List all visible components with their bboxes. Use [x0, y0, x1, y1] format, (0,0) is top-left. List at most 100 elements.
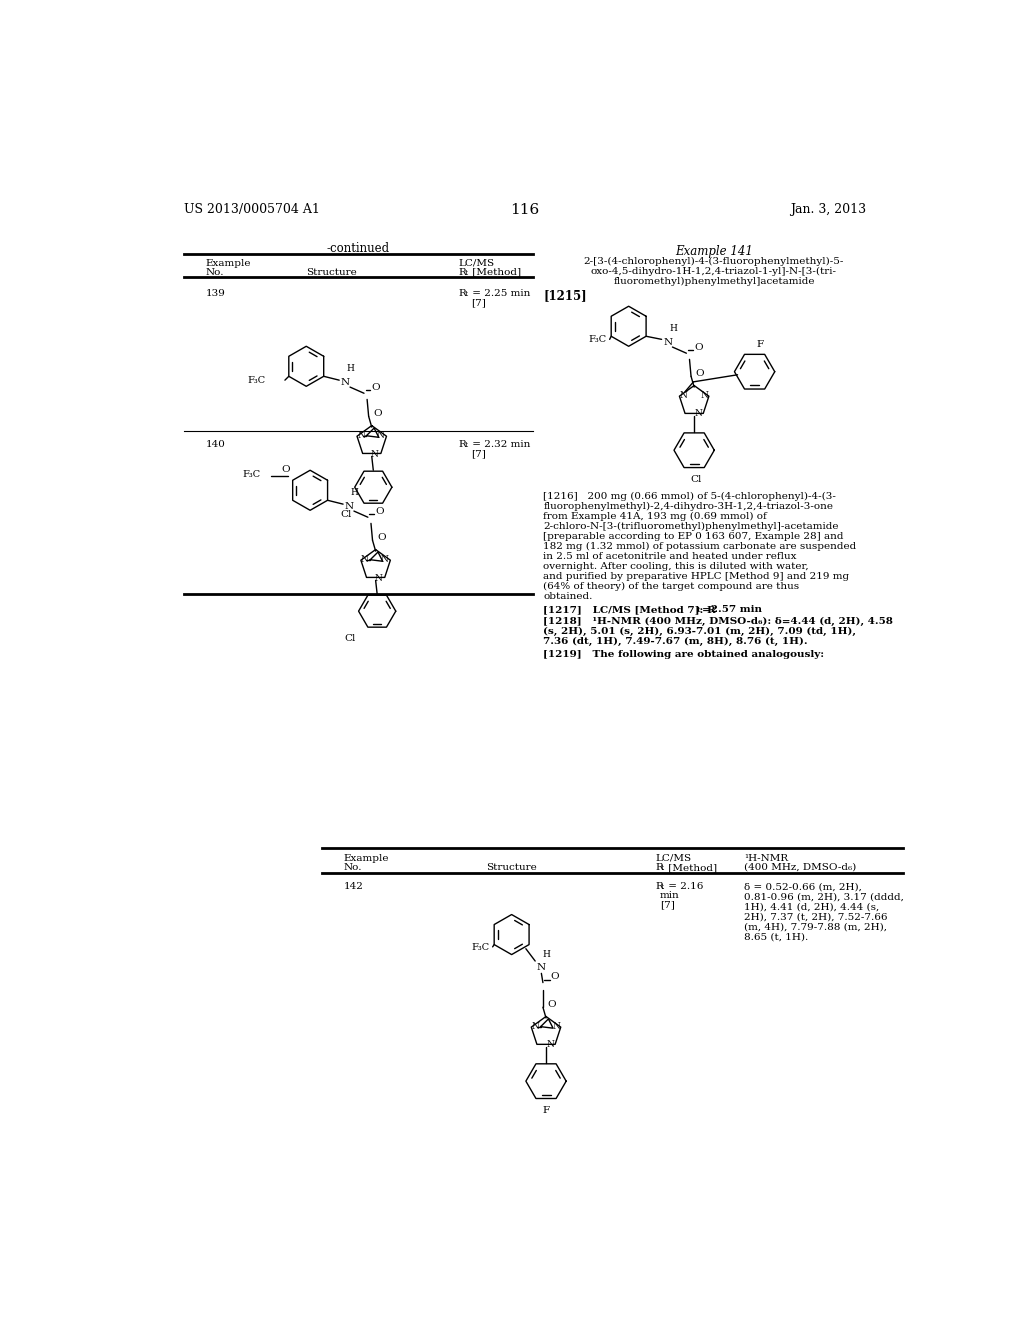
Text: oxo-4,5-dihydro-1H-1,2,4-triazol-1-yl]-N-[3-(tri-: oxo-4,5-dihydro-1H-1,2,4-triazol-1-yl]-N…: [591, 267, 837, 276]
Text: US 2013/0005704 A1: US 2013/0005704 A1: [183, 203, 319, 216]
Text: Example: Example: [206, 259, 251, 268]
Text: F₃C: F₃C: [589, 335, 606, 343]
Text: 139: 139: [206, 289, 225, 298]
Text: N: N: [531, 1022, 540, 1031]
Text: [preparable according to EP 0 163 607, Example 28] and: [preparable according to EP 0 163 607, E…: [544, 532, 844, 541]
Text: F₃C: F₃C: [248, 376, 265, 384]
Text: R: R: [459, 268, 467, 277]
Text: t: t: [662, 883, 665, 891]
Text: No.: No.: [343, 863, 361, 873]
Text: = 2.16: = 2.16: [665, 882, 703, 891]
Text: from Example 41A, 193 mg (0.69 mmol) of: from Example 41A, 193 mg (0.69 mmol) of: [544, 512, 767, 521]
Text: N: N: [553, 1022, 561, 1031]
Text: (s, 2H), 5.01 (s, 2H), 6.93-7.01 (m, 2H), 7.09 (td, 1H),: (s, 2H), 5.01 (s, 2H), 6.93-7.01 (m, 2H)…: [544, 627, 856, 636]
Text: O: O: [374, 409, 382, 418]
Text: t: t: [697, 606, 700, 614]
Text: Cl: Cl: [344, 635, 355, 643]
Text: 0.81-0.96 (m, 2H), 3.17 (dddd,: 0.81-0.96 (m, 2H), 3.17 (dddd,: [744, 892, 904, 902]
Text: [7]: [7]: [659, 900, 675, 909]
Text: = 2.25 min: = 2.25 min: [469, 289, 530, 298]
Text: [1218]   ¹H-NMR (400 MHz, DMSO-d₆): δ=4.44 (d, 2H), 4.58: [1218] ¹H-NMR (400 MHz, DMSO-d₆): δ=4.44…: [544, 616, 893, 626]
Text: O: O: [376, 507, 384, 516]
Text: 1H), 4.41 (d, 2H), 4.44 (s,: 1H), 4.41 (d, 2H), 4.44 (s,: [744, 903, 880, 911]
Text: min: min: [659, 891, 679, 900]
Text: [Method]: [Method]: [665, 863, 717, 873]
Text: F₃C: F₃C: [471, 944, 489, 952]
Text: N: N: [381, 556, 389, 564]
Text: 182 mg (1.32 mmol) of potassium carbonate are suspended: 182 mg (1.32 mmol) of potassium carbonat…: [544, 543, 857, 550]
Text: 116: 116: [510, 203, 540, 216]
Text: R: R: [655, 882, 663, 891]
Text: = 2.32 min: = 2.32 min: [469, 441, 530, 449]
Text: t: t: [662, 863, 665, 871]
Text: Structure: Structure: [486, 863, 537, 873]
Text: O: O: [695, 368, 705, 378]
Text: N: N: [701, 391, 709, 400]
Text: obtained.: obtained.: [544, 591, 593, 601]
Text: N: N: [375, 574, 383, 583]
Text: =2.57 min: =2.57 min: [701, 605, 762, 614]
Text: [7]: [7]: [471, 449, 485, 458]
Text: N: N: [360, 556, 369, 564]
Text: [7]: [7]: [471, 298, 485, 308]
Text: [1217]   LC/MS [Method 7]: R: [1217] LC/MS [Method 7]: R: [544, 605, 716, 614]
Text: N: N: [547, 1040, 554, 1048]
Text: H: H: [347, 364, 355, 374]
Text: H: H: [670, 325, 677, 333]
Text: t: t: [465, 290, 468, 298]
Text: (m, 4H), 7.79-7.88 (m, 2H),: (m, 4H), 7.79-7.88 (m, 2H),: [744, 923, 887, 931]
Text: (400 MHz, DMSO-d₆): (400 MHz, DMSO-d₆): [744, 863, 856, 873]
Text: N: N: [377, 432, 385, 441]
Text: [1216]   200 mg (0.66 mmol) of 5-(4-chlorophenyl)-4-(3-: [1216] 200 mg (0.66 mmol) of 5-(4-chloro…: [544, 492, 837, 500]
Text: LC/MS: LC/MS: [459, 259, 495, 268]
Text: No.: No.: [206, 268, 224, 277]
Text: O: O: [551, 972, 559, 981]
Text: 140: 140: [206, 441, 225, 449]
Text: F: F: [543, 1106, 550, 1115]
Text: t: t: [465, 441, 468, 449]
Text: N: N: [341, 378, 350, 387]
Text: 2-chloro-N-[3-(trifluoromethyl)phenylmethyl]-acetamide: 2-chloro-N-[3-(trifluoromethyl)phenylmet…: [544, 521, 839, 531]
Text: R: R: [655, 863, 663, 873]
Text: Jan. 3, 2013: Jan. 3, 2013: [790, 203, 866, 216]
Text: [Method]: [Method]: [469, 268, 521, 277]
Text: N: N: [680, 391, 687, 400]
Text: N: N: [694, 409, 702, 417]
Text: 8.65 (t, 1H).: 8.65 (t, 1H).: [744, 932, 808, 941]
Text: and purified by preparative HPLC [Method 9] and 219 mg: and purified by preparative HPLC [Method…: [544, 572, 850, 581]
Text: O: O: [548, 999, 556, 1008]
Text: [1219]   The following are obtained analogously:: [1219] The following are obtained analog…: [544, 649, 824, 659]
Text: R: R: [459, 441, 467, 449]
Text: R: R: [459, 289, 467, 298]
Text: overnight. After cooling, this is diluted with water,: overnight. After cooling, this is dilute…: [544, 562, 809, 570]
Text: fluoromethyl)phenylmethyl]acetamide: fluoromethyl)phenylmethyl]acetamide: [613, 277, 815, 286]
Text: N: N: [371, 450, 379, 459]
Text: Cl: Cl: [690, 475, 701, 484]
Text: O: O: [281, 465, 290, 474]
Text: in 2.5 ml of acetonitrile and heated under reflux: in 2.5 ml of acetonitrile and heated und…: [544, 552, 797, 561]
Text: F: F: [756, 339, 763, 348]
Text: Structure: Structure: [306, 268, 356, 277]
Text: 142: 142: [343, 882, 364, 891]
Text: fluorophenylmethyl)-2,4-dihydro-3H-1,2,4-triazol-3-one: fluorophenylmethyl)-2,4-dihydro-3H-1,2,4…: [544, 502, 834, 511]
Text: N: N: [537, 962, 546, 972]
Text: LC/MS: LC/MS: [655, 854, 691, 863]
Text: 7.36 (dt, 1H), 7.49-7.67 (m, 8H), 8.76 (t, 1H).: 7.36 (dt, 1H), 7.49-7.67 (m, 8H), 8.76 (…: [544, 636, 808, 645]
Text: Cl: Cl: [340, 511, 351, 519]
Text: O: O: [377, 533, 386, 543]
Text: H: H: [543, 950, 551, 960]
Text: N: N: [664, 338, 673, 347]
Text: O: O: [372, 383, 380, 392]
Text: δ = 0.52-0.66 (m, 2H),: δ = 0.52-0.66 (m, 2H),: [744, 882, 862, 891]
Text: [1215]: [1215]: [544, 289, 587, 302]
Text: F₃C: F₃C: [242, 470, 260, 479]
Text: N: N: [357, 432, 365, 441]
Text: (64% of theory) of the target compound are thus: (64% of theory) of the target compound a…: [544, 582, 800, 591]
Text: ¹H-NMR: ¹H-NMR: [744, 854, 788, 863]
Text: O: O: [694, 343, 702, 351]
Text: Example 141: Example 141: [675, 244, 753, 257]
Text: 2H), 7.37 (t, 2H), 7.52-7.66: 2H), 7.37 (t, 2H), 7.52-7.66: [744, 912, 888, 921]
Text: 2-[3-(4-chlorophenyl)-4-(3-fluorophenylmethyl)-5-: 2-[3-(4-chlorophenyl)-4-(3-fluorophenylm…: [584, 257, 844, 267]
Text: Example: Example: [343, 854, 389, 863]
Text: -continued: -continued: [327, 242, 390, 255]
